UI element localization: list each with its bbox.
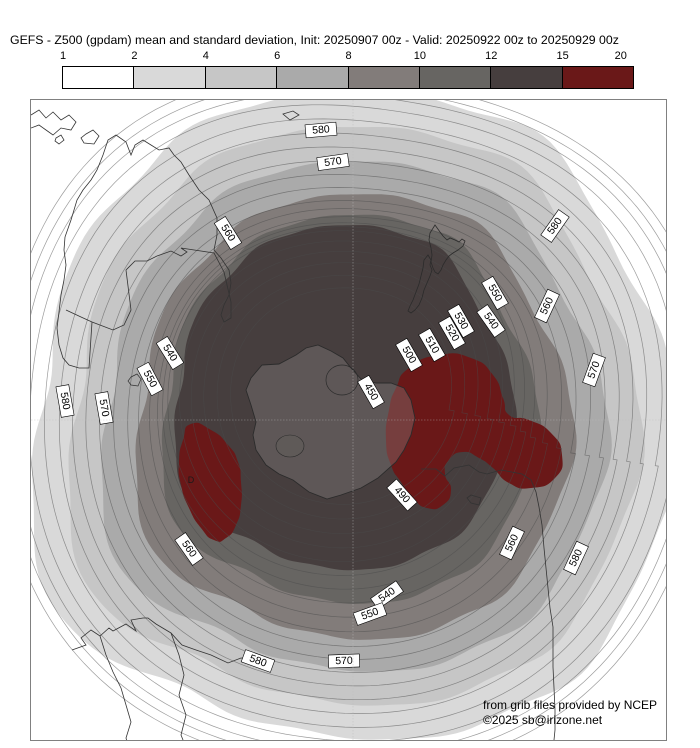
svg-text:D: D xyxy=(188,475,195,485)
svg-text:570: 570 xyxy=(335,655,353,668)
svg-text:580: 580 xyxy=(312,123,331,136)
svg-text:570: 570 xyxy=(323,155,342,169)
